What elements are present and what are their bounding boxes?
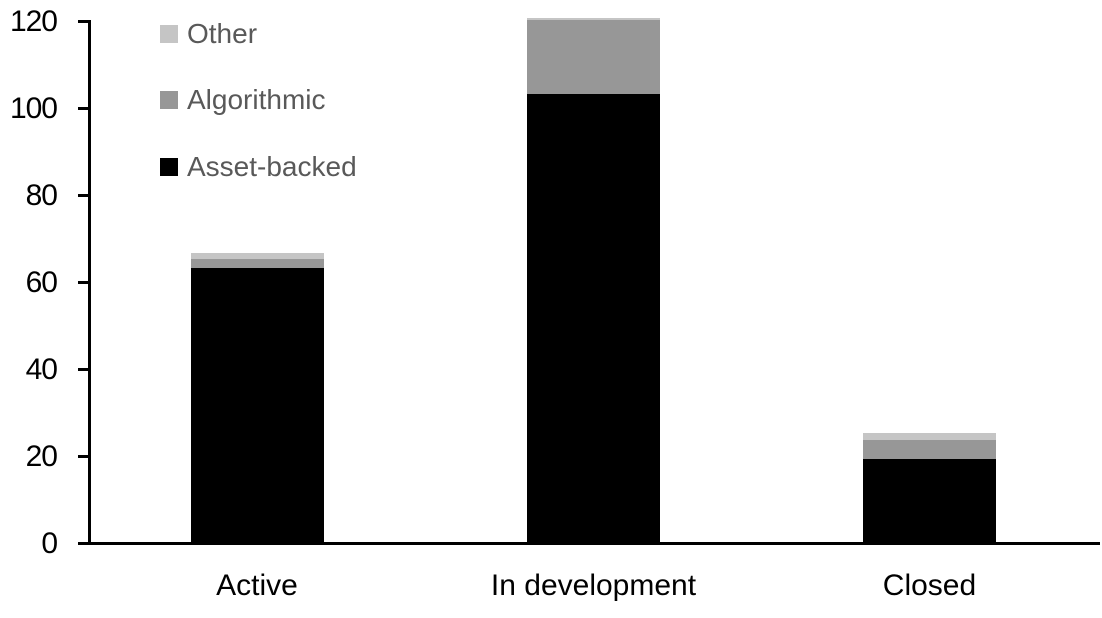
y-axis-tick-mark bbox=[78, 20, 90, 23]
bar-segment-algorithmic bbox=[863, 439, 996, 460]
bar-segment-asset-backed bbox=[863, 459, 996, 542]
y-axis-tick-label: 120 bbox=[9, 4, 58, 38]
y-axis-tick-mark bbox=[78, 368, 90, 371]
y-axis-tick-label: 80 bbox=[25, 178, 58, 212]
y-axis-tick-label: 20 bbox=[25, 439, 58, 473]
legend-swatch bbox=[160, 158, 178, 176]
category-label: Active bbox=[216, 569, 298, 602]
legend-item: Algorithmic bbox=[160, 83, 325, 117]
y-axis-tick-label: 100 bbox=[9, 91, 58, 125]
bar-segment-other bbox=[190, 252, 324, 260]
y-axis-tick-mark bbox=[78, 542, 90, 545]
x-axis-line bbox=[78, 542, 1100, 545]
legend-item: Asset-backed bbox=[160, 150, 357, 184]
bar-segment-other bbox=[863, 433, 996, 440]
y-axis-tick-mark bbox=[78, 455, 90, 458]
legend-item: Other bbox=[160, 17, 257, 51]
y-axis-tick-label: 40 bbox=[25, 352, 58, 386]
category-label: Closed bbox=[882, 569, 977, 602]
bar-segment-algorithmic bbox=[527, 20, 660, 94]
legend-swatch bbox=[160, 91, 178, 109]
bar-segment-asset-backed bbox=[527, 93, 660, 542]
legend-label: Other bbox=[187, 18, 258, 49]
bar-segment-other bbox=[527, 17, 660, 20]
bar-segment-algorithmic bbox=[190, 259, 324, 268]
y-axis-tick-mark bbox=[78, 281, 90, 284]
y-axis-tick-label: 60 bbox=[25, 265, 58, 299]
y-axis-tick-mark bbox=[78, 194, 90, 197]
y-axis-tick-label: 0 bbox=[41, 526, 58, 560]
legend-swatch bbox=[160, 25, 178, 43]
bar-segment-asset-backed bbox=[190, 267, 324, 542]
legend-label: Asset-backed bbox=[187, 151, 357, 182]
y-axis-tick-mark bbox=[78, 107, 90, 110]
legend-label: Algorithmic bbox=[187, 84, 326, 115]
category-label: In development bbox=[490, 569, 697, 602]
